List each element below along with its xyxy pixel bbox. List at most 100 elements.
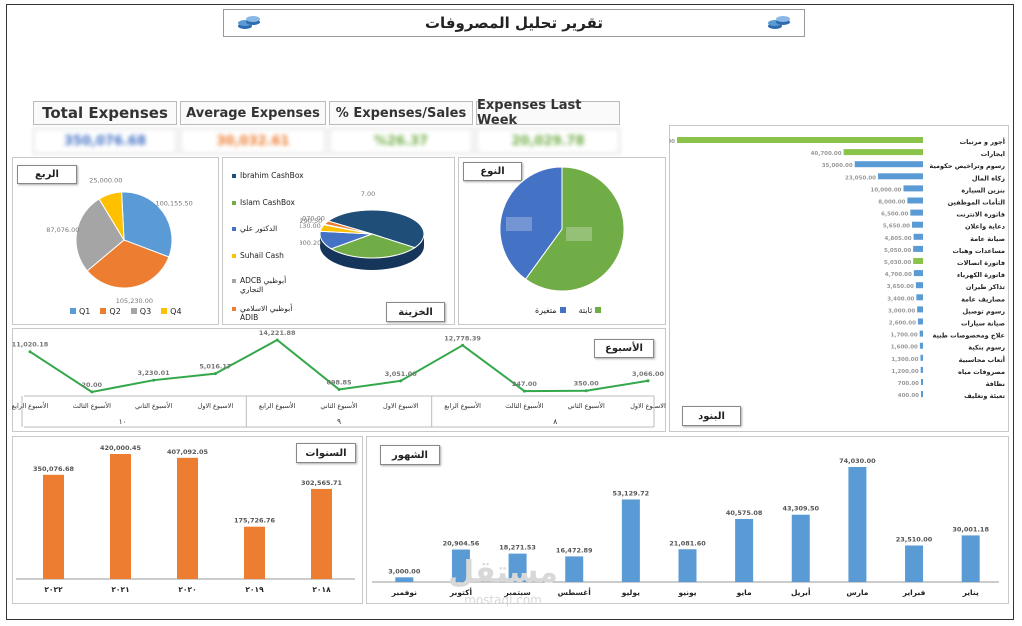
item-data-label: 3,000.00	[888, 308, 915, 314]
item-data-label: 126,070.00	[669, 139, 675, 145]
item-bar	[920, 354, 923, 361]
weekly-point	[337, 387, 341, 391]
weekly-data-label: 247.00	[512, 380, 538, 388]
bar	[244, 526, 265, 579]
item-category-label: علاج ومخصوصات طبية	[933, 332, 1005, 340]
bar-data-label: 53,129.72	[613, 489, 650, 497]
item-data-label: 2,600.00	[889, 321, 916, 327]
kpi-average-value: 30,032.61	[180, 128, 326, 154]
type-label-box-2	[566, 227, 592, 241]
bar	[905, 545, 924, 582]
bar-data-label: 302,565.71	[301, 479, 343, 487]
item-bar	[913, 258, 923, 264]
bar-category-label: مايو	[736, 588, 752, 597]
item-category-label: دعاية واعلان	[965, 223, 1006, 231]
item-bar	[878, 173, 923, 180]
pie-slice-3	[75, 198, 125, 272]
item-data-label: 8,000.00	[878, 200, 905, 206]
legend-label: Q3	[139, 307, 152, 316]
item-data-label: 4,805.00	[884, 236, 911, 242]
weekly-data-label: 12,778.39	[444, 334, 481, 342]
legend-item: Q4	[161, 307, 182, 316]
bar-category-label: ٢٠١٩	[245, 585, 264, 594]
item-data-label: 1,300.00	[891, 357, 918, 363]
type-label-box-1	[506, 217, 532, 231]
weekly-tick-label: الاسبوع الاول	[630, 402, 666, 410]
bar	[565, 556, 584, 582]
weekly-tick-label: الأسبوع الرابع	[259, 401, 296, 410]
weekly-group-label: ٩	[337, 417, 341, 426]
item-data-label: 1,600.00	[891, 345, 918, 351]
bar-category-label: نوفمبر	[391, 588, 417, 597]
weekly-data-label: 20.00	[82, 381, 103, 389]
weekly-group-label: ٨	[553, 417, 557, 426]
bar-data-label: 18,271.53	[499, 544, 536, 552]
bar	[848, 467, 867, 582]
weekly-data-label: 350.00	[574, 380, 600, 388]
item-data-label: 40,700.00	[811, 151, 842, 157]
report-title: تقرير تحليل المصروفات	[424, 14, 604, 32]
quarter-chart-title: الربع	[17, 165, 77, 184]
legend-item: Q2	[100, 307, 121, 316]
legend-swatch	[232, 201, 236, 205]
bar-category-label: ٢٠٢٠	[178, 585, 196, 594]
items-chart-title: البنود	[682, 406, 741, 426]
pie-data-label: 100,155.50	[156, 199, 193, 207]
item-category-label: مصاريف عامة	[961, 295, 1005, 303]
weekly-chart-panel	[12, 328, 666, 432]
weekly-point	[28, 350, 32, 354]
quarter-pie-chart: 100,155.50 105,230.00 87,076.00 25,000.00	[46, 177, 193, 305]
legend-label: Ibrahim CashBox	[240, 171, 304, 180]
bar	[961, 535, 980, 582]
years-chart-title: السنوات	[296, 443, 356, 463]
item-category-label: فاتورة الانترنت	[956, 211, 1005, 219]
item-data-label: 35,000.00	[822, 163, 853, 169]
bar-data-label: 350,076.68	[33, 465, 75, 473]
item-data-label: 400.00	[898, 393, 919, 399]
bar	[110, 454, 131, 579]
bar-data-label: 30,001.18	[952, 525, 989, 533]
item-bar	[843, 149, 923, 156]
legend-item: الدكتور علي	[232, 224, 310, 233]
bar-category-label: ٢٠٢١	[111, 585, 129, 594]
legend-label: ثابتة	[578, 306, 593, 315]
weekly-point	[275, 338, 279, 342]
bar-data-label: 407,092.05	[167, 448, 209, 456]
bar-data-label: 16,472.89	[556, 546, 593, 554]
bar	[311, 488, 332, 579]
weekly-tick-label: الأسبوع الثاني	[568, 401, 605, 410]
mostaql-watermark-icon: مستقل mostaql.com	[448, 555, 558, 607]
pie-slice-1	[524, 166, 625, 292]
pie-slice-6	[323, 220, 373, 235]
item-data-label: 5,650.00	[883, 224, 910, 230]
item-bar	[921, 379, 923, 385]
weekly-data-label: 3,066.00	[632, 370, 665, 378]
legend-item: أبوظبي الاسلامي ADIB	[232, 304, 310, 322]
item-data-label: 1,200.00	[892, 369, 919, 375]
item-category-label: مساعدات وهبات	[953, 247, 1005, 255]
weekly-point	[399, 379, 403, 383]
weekly-tick-label: الاسبوع الاول	[383, 402, 419, 410]
legend-item: ADCB أبوظبي التجاري	[232, 276, 310, 294]
weekly-line-chart: 3,066.00 350.00 247.00 12,778.39 3,051.00 698…	[12, 329, 666, 428]
weekly-point	[213, 372, 217, 376]
kpi-total-label: Total Expenses	[33, 101, 177, 125]
bar-category-label: ٢٠٢٢	[44, 585, 63, 594]
legend-label: Q1	[79, 307, 91, 316]
item-category-label: فاتورة اتصالات	[957, 259, 1005, 267]
legend-item: Suhail Cash	[232, 251, 310, 260]
kpi-ratio-value: %26.37	[329, 128, 473, 154]
item-data-label: 5,050.00	[884, 248, 911, 254]
legend-label: أبوظبي الاسلامي ADIB	[240, 304, 293, 322]
pie-data-label: 7.00	[361, 190, 375, 198]
kpi-last-week-label: Expenses Last Week	[476, 98, 620, 128]
legend-swatch	[232, 174, 236, 178]
item-bar	[907, 197, 923, 204]
bar-category-label: يونيو	[677, 588, 696, 597]
bar-data-label: 43,309.50	[782, 505, 819, 513]
bar	[177, 457, 198, 579]
pie-slice-2	[86, 239, 170, 289]
kpi-total-value: 350,076.68	[33, 128, 177, 154]
weekly-point	[646, 379, 650, 383]
coins-icon	[238, 16, 260, 29]
